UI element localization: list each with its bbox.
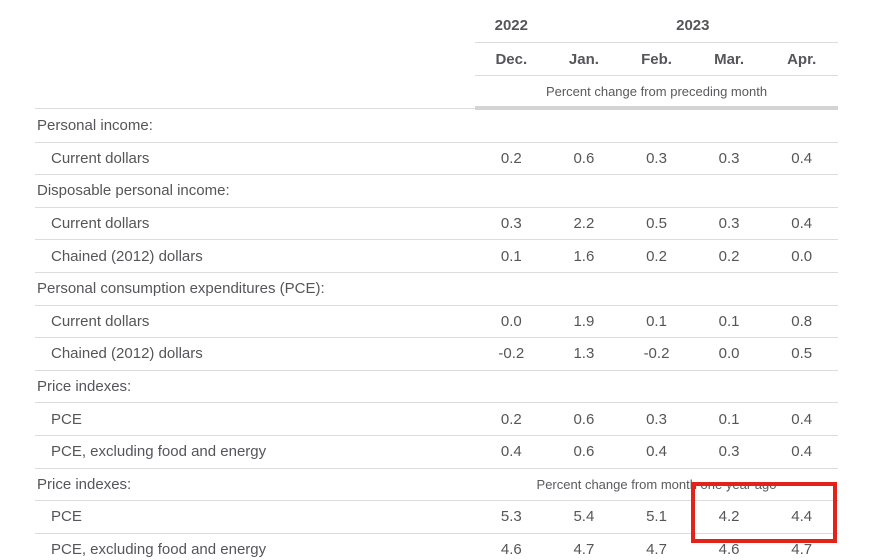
row-label: Chained (2012) dollars bbox=[51, 345, 203, 363]
row-label: PCE bbox=[51, 410, 82, 428]
row-label: Disposable personal income: bbox=[37, 182, 230, 200]
table-row: PCE, excluding food and energy 0.4 0.6 0… bbox=[35, 435, 838, 469]
cell-value: 4.4 bbox=[791, 508, 813, 526]
table-row: PCE, excluding food and energy 4.6 4.7 4… bbox=[35, 533, 838, 560]
row-label: Personal income: bbox=[37, 116, 153, 134]
cell-value: 0.0 bbox=[500, 312, 522, 330]
year-header-2022: 2022 bbox=[475, 9, 548, 43]
cell-value: 5.1 bbox=[646, 508, 667, 526]
row-label: Current dollars bbox=[51, 215, 150, 233]
row-label: Price indexes: bbox=[37, 475, 132, 493]
cell-value: 1.3 bbox=[573, 345, 595, 363]
cell-value: 0.1 bbox=[500, 247, 522, 265]
section-row: Personal consumption expenditures (PCE): bbox=[35, 272, 838, 306]
section-row: Price indexes: bbox=[35, 370, 838, 403]
month-header-mar: Mar. bbox=[692, 42, 766, 76]
cell-value: 0.2 bbox=[718, 247, 740, 265]
table-row: Chained (2012) dollars -0.2 1.3 -0.2 0.0… bbox=[35, 338, 838, 371]
cell-value: 0.2 bbox=[646, 247, 667, 265]
header-spacer bbox=[35, 9, 475, 43]
table-row: Current dollars 0.0 1.9 0.1 0.1 0.8 bbox=[35, 305, 838, 338]
unit-header-preceding-month: Percent change from preceding month bbox=[475, 75, 838, 110]
cell-value: 1.9 bbox=[573, 312, 595, 330]
cell-value: 2.2 bbox=[573, 215, 595, 233]
row-label: Current dollars bbox=[51, 149, 150, 167]
cell-value: 4.2 bbox=[718, 508, 740, 526]
cell-value: 0.0 bbox=[791, 247, 813, 265]
header-spacer bbox=[35, 43, 475, 76]
cell-value: 0.3 bbox=[718, 215, 740, 233]
table-row: Current dollars 0.2 0.6 0.3 0.3 0.4 bbox=[35, 142, 838, 175]
cell-value: 0.6 bbox=[573, 410, 595, 428]
month-header-jan: Jan. bbox=[547, 42, 621, 76]
cell-value: 0.3 bbox=[646, 410, 667, 428]
cell-value: 0.3 bbox=[718, 443, 740, 461]
cell-value: 0.1 bbox=[718, 312, 740, 330]
cell-value: 0.1 bbox=[718, 410, 740, 428]
row-label: Current dollars bbox=[51, 312, 150, 330]
cell-value: -0.2 bbox=[643, 345, 670, 363]
row-label: PCE bbox=[51, 508, 82, 526]
cell-value: 4.7 bbox=[646, 541, 667, 559]
cell-value: 0.8 bbox=[791, 312, 813, 330]
table-row: PCE 5.3 5.4 5.1 4.2 4.4 bbox=[35, 501, 838, 534]
month-header-row: Dec. Jan. Feb. Mar. Apr. bbox=[35, 42, 838, 76]
header-spacer bbox=[35, 75, 476, 109]
cell-value: -0.2 bbox=[498, 345, 525, 363]
row-label: Personal consumption expenditures (PCE): bbox=[37, 280, 325, 298]
cell-value: 0.0 bbox=[718, 345, 740, 363]
cell-value: 0.3 bbox=[500, 215, 522, 233]
cell-value: 0.4 bbox=[500, 443, 522, 461]
year-header-2023: 2023 bbox=[547, 9, 838, 43]
cell-value: 4.6 bbox=[500, 541, 522, 559]
cell-value: 4.7 bbox=[573, 541, 595, 559]
cell-value: 0.1 bbox=[646, 312, 667, 330]
row-label: Chained (2012) dollars bbox=[51, 247, 203, 265]
cell-value: 5.3 bbox=[500, 508, 522, 526]
row-label: PCE, excluding food and energy bbox=[51, 443, 267, 461]
cell-value: 0.2 bbox=[500, 410, 522, 428]
cell-value: 1.6 bbox=[573, 247, 595, 265]
row-label: PCE, excluding food and energy bbox=[51, 541, 267, 559]
cell-value: 0.4 bbox=[791, 410, 813, 428]
row-label: Price indexes: bbox=[37, 378, 132, 396]
cell-value: 0.4 bbox=[791, 443, 813, 461]
cell-value: 4.7 bbox=[791, 541, 813, 559]
month-header-dec: Dec. bbox=[475, 42, 548, 76]
unit-header-year-ago: Percent change from month one year ago bbox=[536, 476, 777, 492]
section-row-with-unit: Price indexes: Percent change from month… bbox=[35, 468, 838, 501]
cell-value: 0.3 bbox=[646, 149, 667, 167]
cell-value: 0.4 bbox=[791, 215, 813, 233]
cell-value: 0.2 bbox=[500, 149, 522, 167]
cell-value: 0.6 bbox=[573, 149, 595, 167]
cell-value: 0.3 bbox=[718, 149, 740, 167]
cell-value: 0.4 bbox=[646, 443, 667, 461]
cell-value: 5.4 bbox=[573, 508, 595, 526]
data-table: 2022 2023 Dec. Jan. Feb. Mar. Apr. Perce… bbox=[35, 9, 838, 560]
cell-value: 0.4 bbox=[791, 149, 813, 167]
cell-value: 0.6 bbox=[573, 443, 595, 461]
section-row: Disposable personal income: bbox=[35, 175, 838, 208]
section-row: Personal income: bbox=[35, 108, 838, 143]
cell-value: 0.5 bbox=[791, 345, 813, 363]
month-header-apr: Apr. bbox=[765, 42, 838, 76]
unit-header-row: Percent change from preceding month bbox=[35, 75, 838, 110]
month-header-feb: Feb. bbox=[620, 42, 693, 76]
year-header-row: 2022 2023 bbox=[35, 9, 838, 43]
cell-value: 4.6 bbox=[718, 541, 740, 559]
table-row: Chained (2012) dollars 0.1 1.6 0.2 0.2 0… bbox=[35, 240, 838, 273]
table-row: PCE 0.2 0.6 0.3 0.1 0.4 bbox=[35, 403, 838, 436]
cell-value: 0.5 bbox=[646, 215, 667, 233]
table-row: Current dollars 0.3 2.2 0.5 0.3 0.4 bbox=[35, 207, 838, 240]
